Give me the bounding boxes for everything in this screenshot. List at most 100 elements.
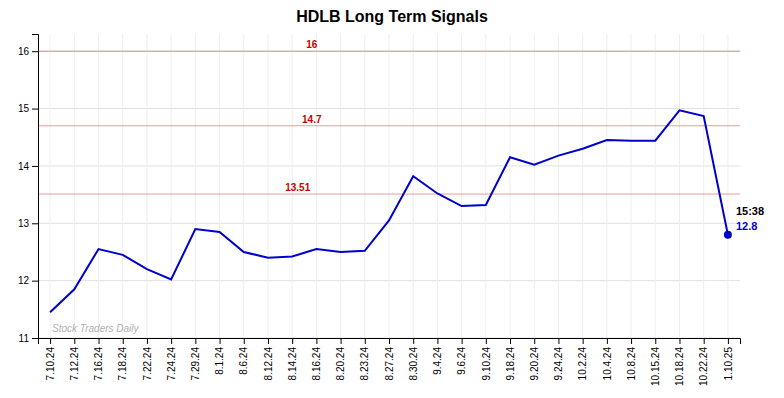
x-tick: 7.24.24	[166, 338, 177, 380]
x-tick-mark	[558, 338, 559, 344]
y-tick: 14	[18, 161, 38, 172]
level-label: 16	[306, 39, 318, 50]
x-tick-label: 9.24.24	[553, 347, 564, 381]
x-tick-label: 8.14.24	[287, 347, 298, 381]
y-tick-mark	[32, 109, 38, 110]
y-tick-label: 13	[18, 218, 30, 229]
x-tick-mark	[679, 338, 680, 344]
grid-line-x	[703, 34, 704, 338]
x-tick-label: 10.18.24	[674, 347, 685, 386]
y-tick-mark	[32, 223, 38, 224]
watermark: Stock Traders Daily	[52, 323, 140, 334]
y-tick-mark	[32, 281, 38, 282]
grid-line-x	[510, 34, 511, 338]
x-tick-mark	[728, 338, 729, 344]
x-tick-mark	[486, 338, 487, 344]
grid-line-x	[582, 34, 583, 338]
x-tick-mark	[244, 338, 245, 344]
grid-line-x	[437, 34, 438, 338]
x-tick-label: 7.16.24	[93, 347, 104, 381]
x-tick: 7.18.24	[117, 338, 128, 380]
x-tick: 7.16.24	[93, 338, 104, 380]
x-tick-mark	[316, 338, 317, 344]
x-tick-label: 8.6.24	[238, 347, 249, 375]
y-tick-label: 14	[18, 161, 30, 172]
x-tick-mark	[462, 338, 463, 344]
y-axis-line	[32, 35, 39, 339]
grid-line-x	[631, 34, 632, 338]
grid-line-x	[316, 34, 317, 338]
x-tick: 7.12.24	[69, 338, 80, 380]
x-tick-mark	[534, 338, 535, 344]
x-axis-line	[39, 339, 741, 345]
y-tick: 12	[18, 275, 38, 286]
y-tick: 11	[19, 333, 38, 344]
x-tick-mark	[292, 338, 293, 344]
x-tick-label: 7.22.24	[142, 347, 153, 381]
x-tick-label: 8.16.24	[311, 347, 322, 381]
level-label: 13.51	[285, 182, 310, 193]
x-tick-label: 10.22.24	[698, 347, 709, 386]
x-tick-label: 1.10.25	[723, 347, 734, 381]
x-tick: 9.24.24	[553, 338, 564, 380]
grid-line-x	[267, 34, 268, 338]
x-tick-label: 9.10.24	[481, 347, 492, 381]
y-tick-mark	[32, 51, 38, 52]
x-tick: 9.20.24	[529, 338, 540, 380]
x-tick: 7.22.24	[142, 338, 153, 380]
x-tick-mark	[389, 338, 390, 344]
y-tick-label: 11	[19, 333, 30, 344]
grid-line-x	[485, 34, 486, 338]
x-tick: 9.10.24	[481, 338, 492, 380]
x-tick-label: 7.12.24	[69, 347, 80, 381]
x-tick: 8.23.24	[359, 338, 370, 380]
x-tick: 8.12.24	[263, 338, 274, 380]
x-tick-label: 9.4.24	[432, 347, 443, 375]
level-line	[38, 125, 740, 126]
x-tick: 9.6.24	[456, 338, 467, 375]
grid-line-x	[340, 34, 341, 338]
last-point	[724, 231, 732, 239]
x-tick-mark	[365, 338, 366, 344]
x-tick: 10.15.24	[650, 338, 661, 386]
x-tick-label: 8.27.24	[384, 347, 395, 381]
grid-line-x	[679, 34, 680, 338]
grid-line-x	[50, 34, 51, 338]
plot: 7.10.24 7.12.24 7.16.24 7.18.24 7.22.24 7.24.…	[18, 34, 764, 386]
line	[50, 110, 728, 312]
marks	[38, 51, 740, 312]
x-tick-label: 10.15.24	[650, 347, 661, 386]
x-tick-mark	[510, 338, 511, 344]
x-tick: 8.27.24	[384, 338, 395, 380]
x-tick-mark	[268, 338, 269, 344]
grid-line-x	[413, 34, 414, 338]
grid-line-x	[727, 34, 728, 338]
title: HDLB Long Term Signals	[296, 8, 488, 25]
x-tick-label: 7.10.24	[45, 347, 56, 381]
grid-line-x	[74, 34, 75, 338]
x-tick-label: 8.20.24	[335, 347, 346, 381]
grid-line-x	[122, 34, 123, 338]
x-tick-label: 7.24.24	[166, 347, 177, 381]
y-tick: 16	[18, 46, 38, 57]
y-tick-label: 15	[18, 103, 30, 114]
x-tick-label: 8.1.24	[214, 347, 225, 375]
x-tick: 1.10.25	[723, 338, 734, 380]
x-tick-mark	[704, 338, 705, 344]
x-tick: 10.8.24	[626, 338, 637, 380]
x-tick-label: 9.20.24	[529, 347, 540, 381]
x-tick-label: 8.30.24	[408, 347, 419, 381]
x-tick-label: 9.6.24	[456, 347, 467, 375]
x-tick-mark	[413, 338, 414, 344]
x-tick-label: 10.2.24	[577, 347, 588, 381]
grid-line-x	[146, 34, 147, 338]
x-tick-mark	[74, 338, 75, 344]
x-tick-mark	[220, 338, 221, 344]
x-tick: 10.2.24	[577, 338, 588, 380]
x-tick: 9.4.24	[432, 338, 443, 375]
grid-line-x	[98, 34, 99, 338]
x-tick-label: 10.8.24	[626, 347, 637, 381]
x-tick: 7.10.24	[45, 338, 56, 380]
x-tick-mark	[50, 338, 51, 344]
x-tick-mark	[99, 338, 100, 344]
